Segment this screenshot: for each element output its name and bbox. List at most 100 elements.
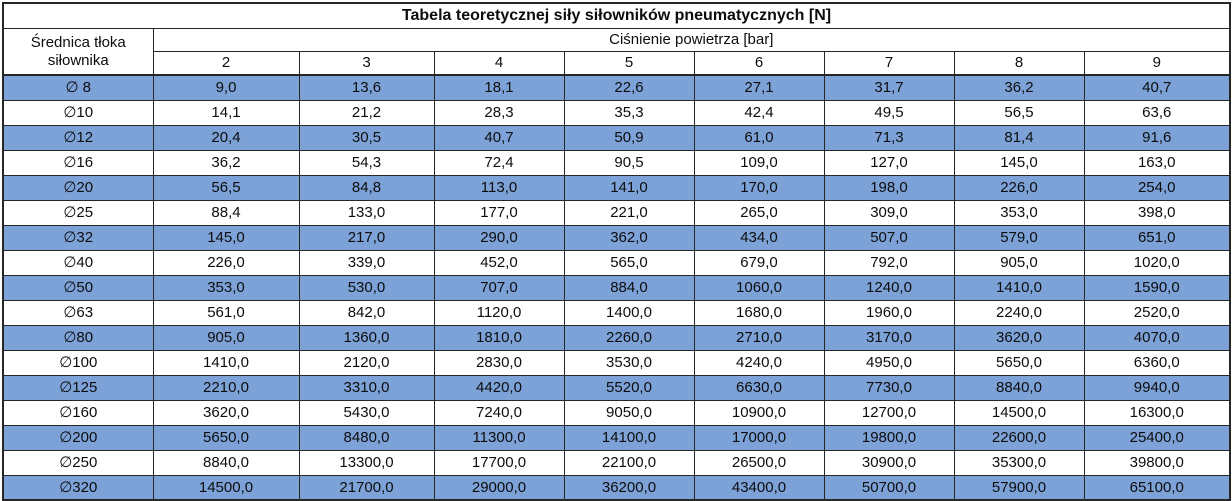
force-cell: 579,0 xyxy=(953,224,1085,251)
force-cell: 56,5 xyxy=(953,99,1085,126)
force-cell: 36,2 xyxy=(953,74,1085,101)
force-cell: 65100,0 xyxy=(1083,474,1231,501)
force-cell: 1960,0 xyxy=(823,299,955,326)
table-row: ∅20 56,5 84,8 113,0 141,0 170,0 198,0 226,0 254,… xyxy=(2,174,1231,201)
force-cell: 1020,0 xyxy=(1083,249,1231,276)
pressure-group-header: Ciśnienie powietrza [bar] xyxy=(152,28,1231,52)
force-cell: 22100,0 xyxy=(563,449,695,476)
force-cell: 43400,0 xyxy=(693,474,825,501)
pressure-header-4: 4 xyxy=(433,51,565,76)
pressure-header-7: 7 xyxy=(823,51,955,76)
force-cell: 2120,0 xyxy=(298,349,435,376)
diameter-cell: ∅25 xyxy=(2,199,154,226)
force-cell: 35300,0 xyxy=(953,449,1085,476)
force-cell: 17700,0 xyxy=(433,449,565,476)
force-cell: 1410,0 xyxy=(152,349,300,376)
force-cell: 30900,0 xyxy=(823,449,955,476)
force-cell: 170,0 xyxy=(693,174,825,201)
force-cell: 2520,0 xyxy=(1083,299,1231,326)
force-cell: 561,0 xyxy=(152,299,300,326)
diameter-cell: ∅10 xyxy=(2,99,154,126)
force-cell: 57900,0 xyxy=(953,474,1085,501)
force-cell: 2210,0 xyxy=(152,374,300,401)
force-cell: 21,2 xyxy=(298,99,435,126)
force-cell: 39800,0 xyxy=(1083,449,1231,476)
force-cell: 221,0 xyxy=(563,199,695,226)
force-cell: 4070,0 xyxy=(1083,324,1231,351)
force-cell: 265,0 xyxy=(693,199,825,226)
force-cell: 81,4 xyxy=(953,124,1085,151)
force-cell: 9940,0 xyxy=(1083,374,1231,401)
diameter-cell: ∅ 8 xyxy=(2,74,154,101)
diameter-cell: ∅80 xyxy=(2,324,154,351)
force-cell: 3620,0 xyxy=(953,324,1085,351)
force-cell: 20,4 xyxy=(152,124,300,151)
diameter-cell: ∅63 xyxy=(2,299,154,326)
force-cell: 8480,0 xyxy=(298,424,435,451)
force-cell: 452,0 xyxy=(433,249,565,276)
table-row: ∅100 1410,0 2120,0 2830,0 3530,0 4240,0 4950,0… xyxy=(2,349,1231,376)
force-cell: 2830,0 xyxy=(433,349,565,376)
force-cell: 398,0 xyxy=(1083,199,1231,226)
force-cell: 88,4 xyxy=(152,199,300,226)
force-cell: 353,0 xyxy=(152,274,300,301)
force-cell: 2260,0 xyxy=(563,324,695,351)
force-cell: 30,5 xyxy=(298,124,435,151)
force-cell: 36200,0 xyxy=(563,474,695,501)
force-cell: 63,6 xyxy=(1083,99,1231,126)
force-cell: 28,3 xyxy=(433,99,565,126)
force-cell: 1120,0 xyxy=(433,299,565,326)
force-cell: 6630,0 xyxy=(693,374,825,401)
diameter-cell: ∅100 xyxy=(2,349,154,376)
force-cell: 21700,0 xyxy=(298,474,435,501)
force-cell: 61,0 xyxy=(693,124,825,151)
table-row: ∅50 353,0 530,0 707,0 884,0 1060,0 1240,0 1410,… xyxy=(2,274,1231,301)
force-cell: 31,7 xyxy=(823,74,955,101)
diameter-cell: ∅160 xyxy=(2,399,154,426)
force-cell: 22,6 xyxy=(563,74,695,101)
force-cell: 290,0 xyxy=(433,224,565,251)
force-cell: 4240,0 xyxy=(693,349,825,376)
force-cell: 145,0 xyxy=(953,149,1085,176)
pressure-header-3: 3 xyxy=(298,51,435,76)
force-cell: 145,0 xyxy=(152,224,300,251)
force-cell: 25400,0 xyxy=(1083,424,1231,451)
force-cell: 42,4 xyxy=(693,99,825,126)
pressure-header-2: 2 xyxy=(152,51,300,76)
table-row: ∅32 145,0 217,0 290,0 362,0 434,0 507,0 579,0 65… xyxy=(2,224,1231,251)
force-cell: 4950,0 xyxy=(823,349,955,376)
diameter-column-header: Średnica tłoka siłownika xyxy=(2,28,154,76)
force-cell: 5520,0 xyxy=(563,374,695,401)
force-cell: 8840,0 xyxy=(953,374,1085,401)
force-cell: 11300,0 xyxy=(433,424,565,451)
force-cell: 5650,0 xyxy=(152,424,300,451)
table-row: ∅12 20,4 30,5 40,7 50,9 61,0 71,3 81,4 91,6 xyxy=(2,124,1231,151)
force-cell: 679,0 xyxy=(693,249,825,276)
force-cell: 309,0 xyxy=(823,199,955,226)
force-cell: 1590,0 xyxy=(1083,274,1231,301)
pressure-header-9: 9 xyxy=(1083,51,1231,76)
table-row: ∅25 88,4 133,0 177,0 221,0 265,0 309,0 353,0 398… xyxy=(2,199,1231,226)
diameter-cell: ∅20 xyxy=(2,174,154,201)
force-cell: 707,0 xyxy=(433,274,565,301)
force-cell: 5650,0 xyxy=(953,349,1085,376)
force-cell: 177,0 xyxy=(433,199,565,226)
table-row: ∅200 5650,0 8480,0 11300,0 14100,0 17000,0 198… xyxy=(2,424,1231,451)
table-row: ∅320 14500,0 21700,0 29000,0 36200,0 43400,0 5… xyxy=(2,474,1231,501)
force-cell: 127,0 xyxy=(823,149,955,176)
force-cell: 353,0 xyxy=(953,199,1085,226)
diameter-cell: ∅200 xyxy=(2,424,154,451)
force-cell: 71,3 xyxy=(823,124,955,151)
force-cell: 141,0 xyxy=(563,174,695,201)
pressure-header-8: 8 xyxy=(953,51,1085,76)
diameter-cell: ∅125 xyxy=(2,374,154,401)
table-row: ∅63 561,0 842,0 1120,0 1400,0 1680,0 1960,0 224… xyxy=(2,299,1231,326)
force-cell: 40,7 xyxy=(433,124,565,151)
force-cell: 13300,0 xyxy=(298,449,435,476)
force-cell: 109,0 xyxy=(693,149,825,176)
table-row: ∅16 36,2 54,3 72,4 90,5 109,0 127,0 145,0 163,0 xyxy=(2,149,1231,176)
force-cell: 905,0 xyxy=(953,249,1085,276)
pressure-header-6: 6 xyxy=(693,51,825,76)
force-cell: 507,0 xyxy=(823,224,955,251)
